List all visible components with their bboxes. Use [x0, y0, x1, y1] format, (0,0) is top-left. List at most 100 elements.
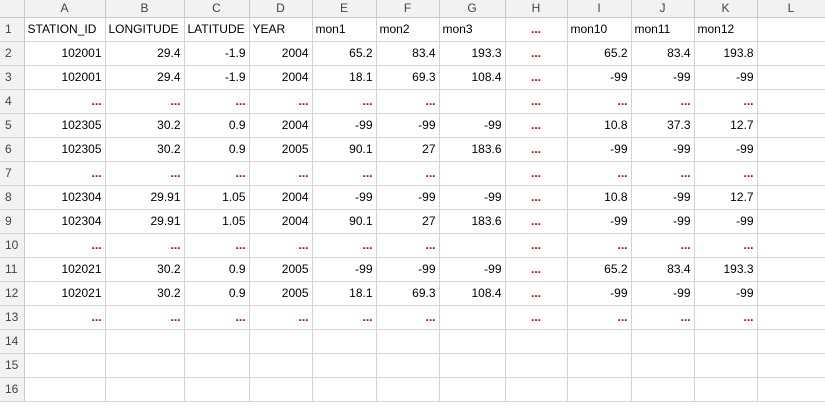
- cell-d2[interactable]: 2004: [249, 41, 313, 66]
- cell-a12[interactable]: 102021: [24, 281, 106, 306]
- cell-d15[interactable]: [249, 353, 313, 378]
- cell-c11[interactable]: 0.9: [184, 257, 250, 282]
- row-header-10[interactable]: 10: [0, 233, 25, 258]
- cell-c8[interactable]: 1.05: [184, 185, 250, 210]
- cell-h3[interactable]: ...: [505, 65, 568, 90]
- cell-e3[interactable]: 18.1: [312, 65, 377, 90]
- cell-i7[interactable]: ...: [567, 161, 632, 186]
- cell-k5[interactable]: 12.7: [694, 113, 758, 138]
- cell-f8[interactable]: -99: [376, 185, 440, 210]
- cell-k8[interactable]: 12.7: [694, 185, 758, 210]
- cell-b15[interactable]: [105, 353, 185, 378]
- cell-b13[interactable]: ...: [105, 305, 185, 330]
- cell-f7[interactable]: ...: [376, 161, 440, 186]
- cell-g9[interactable]: 183.6: [439, 209, 506, 234]
- cell-d8[interactable]: 2004: [249, 185, 313, 210]
- cell-f3[interactable]: 69.3: [376, 65, 440, 90]
- cell-k16[interactable]: [694, 377, 758, 402]
- cell-f4[interactable]: ...: [376, 89, 440, 114]
- cell-c12[interactable]: 0.9: [184, 281, 250, 306]
- cell-l1[interactable]: [757, 17, 825, 42]
- cell-f15[interactable]: [376, 353, 440, 378]
- cell-d3[interactable]: 2004: [249, 65, 313, 90]
- cell-b16[interactable]: [105, 377, 185, 402]
- cell-i14[interactable]: [567, 329, 632, 354]
- cell-h5[interactable]: ...: [505, 113, 568, 138]
- cell-i13[interactable]: ...: [567, 305, 632, 330]
- cell-k3[interactable]: -99: [694, 65, 758, 90]
- cell-h12[interactable]: ...: [505, 281, 568, 306]
- cell-h1[interactable]: ...: [505, 17, 568, 42]
- cell-k14[interactable]: [694, 329, 758, 354]
- row-header-16[interactable]: 16: [0, 377, 25, 402]
- cell-h14[interactable]: [505, 329, 568, 354]
- cell-g5[interactable]: -99: [439, 113, 506, 138]
- cell-j7[interactable]: ...: [631, 161, 695, 186]
- cell-i2[interactable]: 65.2: [567, 41, 632, 66]
- cell-a2[interactable]: 102001: [24, 41, 106, 66]
- cell-l4[interactable]: [757, 89, 825, 114]
- cell-k11[interactable]: 193.3: [694, 257, 758, 282]
- cell-i16[interactable]: [567, 377, 632, 402]
- cell-b1[interactable]: LONGITUDE: [105, 17, 185, 42]
- cell-d14[interactable]: [249, 329, 313, 354]
- column-header-l[interactable]: L: [757, 0, 825, 18]
- column-header-f[interactable]: F: [376, 0, 440, 18]
- cell-e8[interactable]: -99: [312, 185, 377, 210]
- cell-i1[interactable]: mon10: [567, 17, 632, 42]
- row-header-1[interactable]: 1: [0, 17, 25, 42]
- cell-f16[interactable]: [376, 377, 440, 402]
- cell-d1[interactable]: YEAR: [249, 17, 313, 42]
- column-header-g[interactable]: G: [439, 0, 506, 18]
- cell-l16[interactable]: [757, 377, 825, 402]
- cell-c1[interactable]: LATITUDE: [184, 17, 250, 42]
- cell-h10[interactable]: ...: [505, 233, 568, 258]
- cell-g14[interactable]: [439, 329, 506, 354]
- cell-f14[interactable]: [376, 329, 440, 354]
- cell-a3[interactable]: 102001: [24, 65, 106, 90]
- cell-i5[interactable]: 10.8: [567, 113, 632, 138]
- cell-e4[interactable]: ...: [312, 89, 377, 114]
- cell-g8[interactable]: -99: [439, 185, 506, 210]
- cell-l12[interactable]: [757, 281, 825, 306]
- cell-f12[interactable]: 69.3: [376, 281, 440, 306]
- cell-l10[interactable]: [757, 233, 825, 258]
- cell-j14[interactable]: [631, 329, 695, 354]
- cell-a15[interactable]: [24, 353, 106, 378]
- column-header-j[interactable]: J: [631, 0, 695, 18]
- cell-b3[interactable]: 29.4: [105, 65, 185, 90]
- cell-d5[interactable]: 2004: [249, 113, 313, 138]
- cell-g16[interactable]: [439, 377, 506, 402]
- cell-j15[interactable]: [631, 353, 695, 378]
- row-header-13[interactable]: 13: [0, 305, 25, 330]
- cell-a6[interactable]: 102305: [24, 137, 106, 162]
- cell-k6[interactable]: -99: [694, 137, 758, 162]
- cell-b8[interactable]: 29.91: [105, 185, 185, 210]
- cell-d6[interactable]: 2005: [249, 137, 313, 162]
- cell-k15[interactable]: [694, 353, 758, 378]
- cell-e16[interactable]: [312, 377, 377, 402]
- column-header-k[interactable]: K: [694, 0, 758, 18]
- cell-f11[interactable]: -99: [376, 257, 440, 282]
- cell-g3[interactable]: 108.4: [439, 65, 506, 90]
- cell-e5[interactable]: -99: [312, 113, 377, 138]
- cell-f9[interactable]: 27: [376, 209, 440, 234]
- cell-h15[interactable]: [505, 353, 568, 378]
- cell-j12[interactable]: -99: [631, 281, 695, 306]
- cell-g12[interactable]: 108.4: [439, 281, 506, 306]
- cell-a5[interactable]: 102305: [24, 113, 106, 138]
- cell-d10[interactable]: ...: [249, 233, 313, 258]
- cell-i4[interactable]: ...: [567, 89, 632, 114]
- cell-l15[interactable]: [757, 353, 825, 378]
- cell-j9[interactable]: -99: [631, 209, 695, 234]
- cell-e6[interactable]: 90.1: [312, 137, 377, 162]
- cell-f6[interactable]: 27: [376, 137, 440, 162]
- cell-f10[interactable]: ...: [376, 233, 440, 258]
- cell-a13[interactable]: ...: [24, 305, 106, 330]
- cell-a1[interactable]: STATION_ID: [24, 17, 106, 42]
- cell-e2[interactable]: 65.2: [312, 41, 377, 66]
- cell-g15[interactable]: [439, 353, 506, 378]
- cell-g4[interactable]: [439, 89, 506, 114]
- cell-l14[interactable]: [757, 329, 825, 354]
- column-header-h[interactable]: H: [505, 0, 568, 18]
